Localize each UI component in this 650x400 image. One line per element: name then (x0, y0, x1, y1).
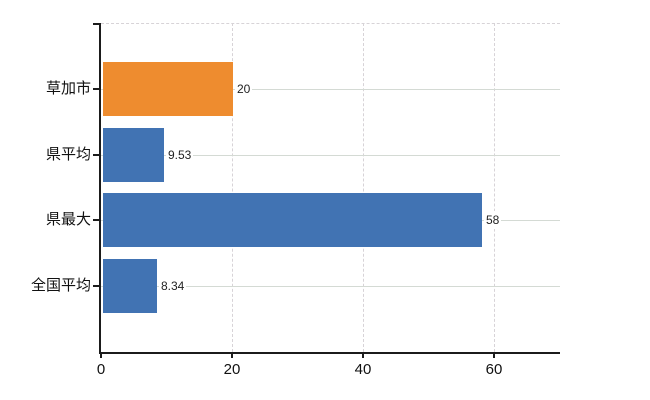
category-tick (93, 154, 101, 156)
y-axis (99, 23, 101, 354)
x-tick (362, 352, 364, 358)
x-tick-label: 40 (354, 361, 372, 378)
value-label: 20 (235, 80, 253, 98)
x-tick (493, 352, 495, 358)
x-tick (231, 352, 233, 358)
x-tick-label: 0 (96, 361, 106, 378)
v-gridline (232, 23, 234, 352)
category-label: 全国平均 (30, 277, 91, 294)
bar (103, 193, 482, 247)
x-tick-label: 60 (485, 361, 503, 378)
category-tick (93, 285, 101, 287)
bar (103, 259, 157, 313)
v-gridline (363, 23, 365, 352)
category-label: 県平均 (45, 146, 91, 163)
plot-top-border (101, 23, 560, 24)
value-label: 9.53 (166, 146, 194, 164)
bar (103, 128, 164, 182)
x-tick-label: 20 (223, 361, 241, 378)
x-axis (99, 352, 560, 354)
category-label: 県最大 (45, 211, 91, 228)
category-label: 草加市 (45, 80, 91, 97)
h-gridline (101, 286, 560, 287)
value-label: 8.34 (159, 277, 187, 295)
h-gridline (101, 89, 560, 90)
x-tick (100, 352, 102, 358)
y-axis-top-tick (93, 23, 101, 25)
bar (103, 62, 233, 116)
category-tick (93, 219, 101, 221)
value-label: 58 (484, 211, 502, 229)
h-gridline (101, 155, 560, 156)
v-gridline (494, 23, 496, 352)
category-tick (93, 88, 101, 90)
